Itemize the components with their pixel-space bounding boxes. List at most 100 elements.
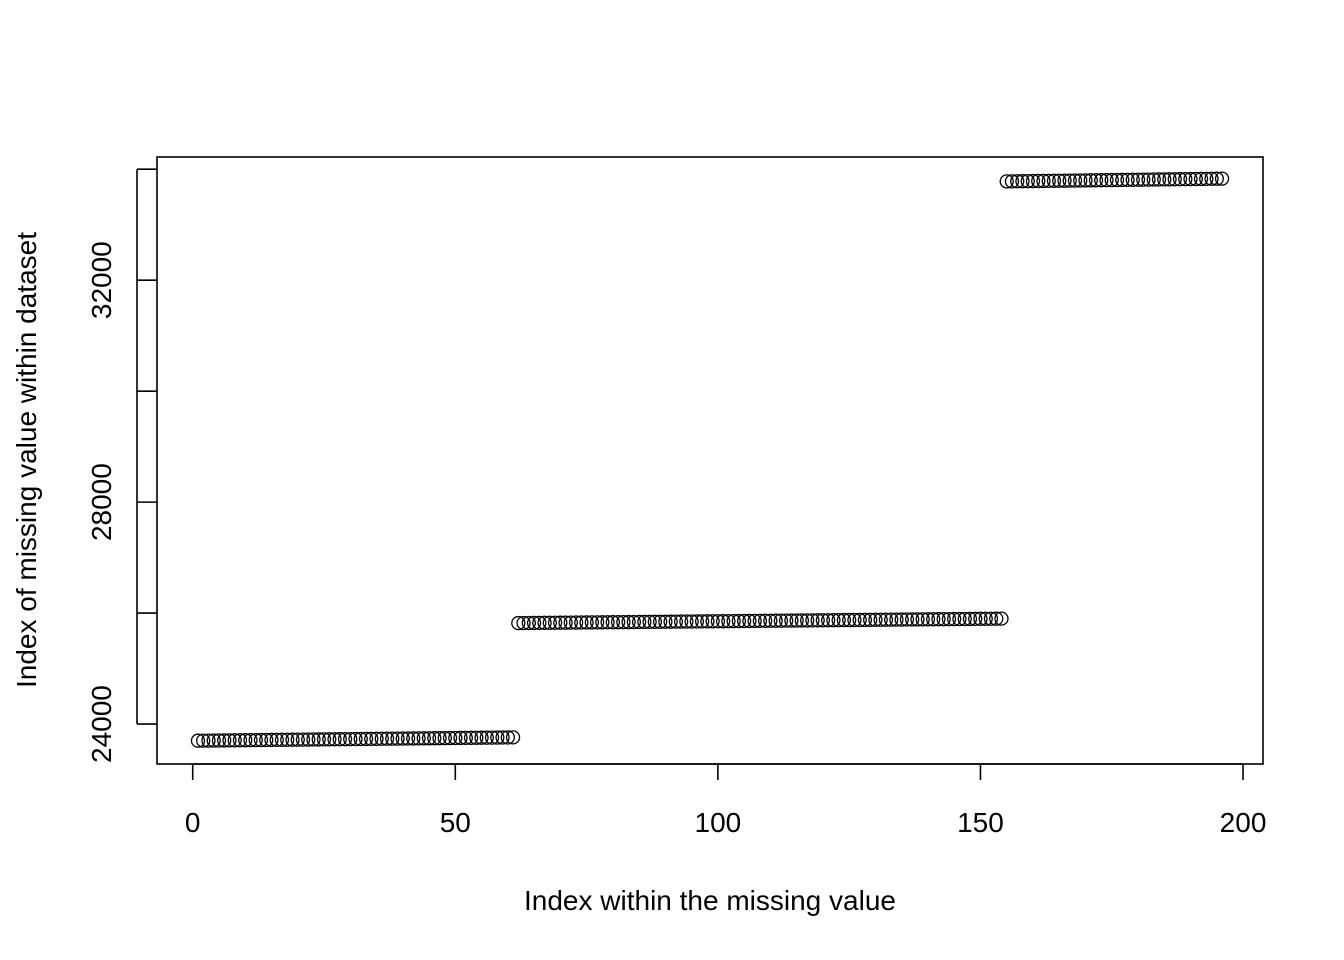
data-point [217,733,232,748]
x-axis: 0 50 100 150 200 [185,763,1266,838]
data-point [621,614,636,630]
data-point [595,615,610,630]
data-point [521,615,536,631]
data-point [868,612,883,627]
data-point [763,613,778,628]
data-point [1010,174,1025,189]
data-point [432,730,447,746]
data-point [358,731,374,747]
data-point [511,615,526,631]
data-point [1141,172,1156,187]
data-point [1162,172,1177,187]
data-point [269,732,284,748]
data-point [343,731,358,747]
y-axis: 24000 28000 32000 [86,168,157,763]
data-point [563,615,578,630]
data-point [1031,173,1046,189]
data-point [915,612,930,627]
data-point [532,615,547,631]
data-point [306,732,321,747]
x-tick-label: 150 [957,807,1004,838]
data-point [610,615,626,630]
data-point [663,614,678,629]
data-point [1183,171,1198,187]
data-point [290,732,305,747]
data-point [390,731,405,746]
data-point [936,612,951,627]
data-point [316,732,332,747]
data-point [542,615,557,630]
data-point [553,615,568,630]
data-point [311,732,326,747]
data-point [211,733,227,748]
data-point [1146,172,1161,187]
y-tick-label: 28000 [86,463,117,541]
data-point [715,614,731,629]
data-point [469,730,484,745]
data-point [600,615,615,630]
data-point [873,612,888,627]
data-point [484,730,500,745]
data-point [1067,173,1083,188]
data-point [474,730,489,745]
data-point [400,731,416,746]
data-point [884,612,899,627]
data-point [1099,172,1114,188]
data-point [731,613,747,629]
data-point [700,614,715,629]
data-point [568,615,584,630]
data-point [962,611,978,627]
data-point [605,615,620,630]
data-point [379,731,395,746]
data-point [947,611,962,627]
data-point [973,611,988,626]
data-point [794,613,810,628]
data-point [673,614,689,629]
data-point [652,614,668,629]
data-point [348,731,363,747]
data-point [526,615,542,631]
data-point [721,613,736,629]
data-point [385,731,400,746]
data-point [616,614,631,630]
data-point [968,611,983,627]
x-tick-label: 100 [695,807,742,838]
data-point [463,730,479,745]
data-point [1115,172,1130,188]
data-point [1167,172,1182,187]
data-point [999,174,1014,189]
data-point [994,611,1009,626]
data-point [253,732,269,748]
data-point [889,612,904,627]
data-point [978,611,993,626]
data-point [458,730,473,746]
data-point [495,730,510,745]
data-point [694,614,710,629]
data-point [1094,173,1109,188]
data-point [773,613,789,628]
data-point [327,732,342,747]
data-point [1036,173,1051,189]
data-point [631,614,647,630]
data-point [752,613,768,628]
y-tick-label: 24000 [86,685,117,763]
data-point [248,732,263,748]
data-point [406,731,421,746]
x-tick-label: 50 [440,807,471,838]
data-point [894,612,909,627]
data-point [857,612,873,628]
data-point [395,731,410,746]
data-point [1078,173,1093,188]
data-point [637,614,652,630]
data-point [295,732,311,747]
data-point [1178,171,1193,187]
data-point [899,612,915,627]
data-point [301,732,316,747]
data-point [1109,172,1125,188]
data-point [1193,171,1209,187]
data-point [826,613,841,628]
data-point [1025,173,1041,189]
data-point [679,614,694,629]
data-point [736,613,752,629]
